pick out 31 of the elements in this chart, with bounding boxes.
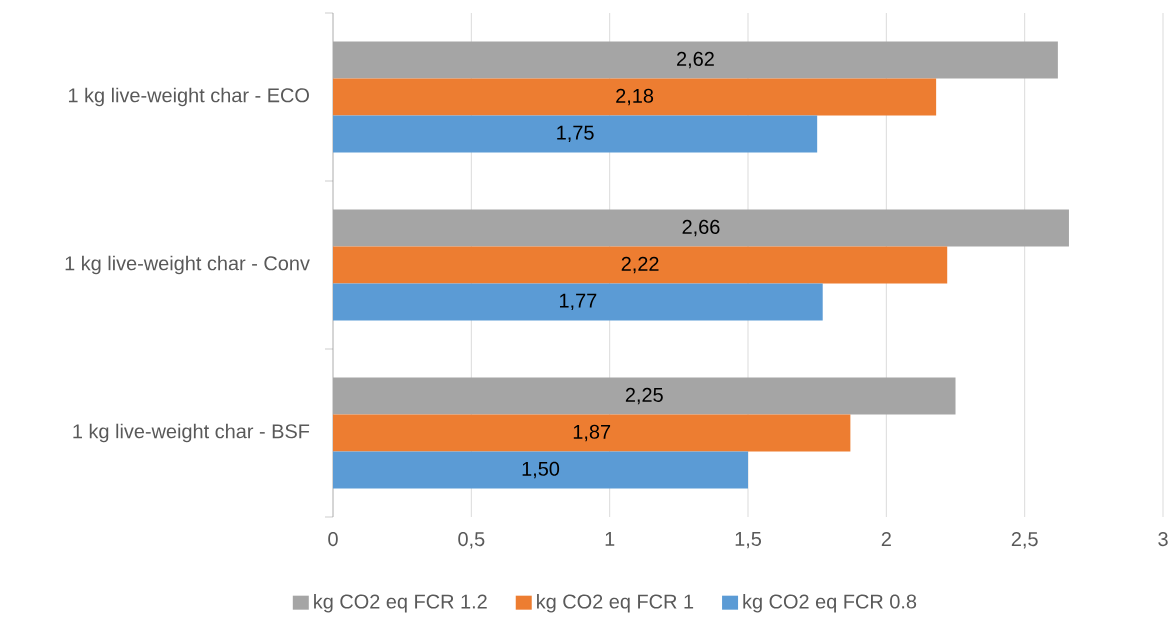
bar — [333, 78, 937, 116]
legend-label: kg CO2 eq FCR 0.8 — [743, 593, 917, 613]
x-tick-label: 1,5 — [735, 532, 762, 549]
data-label: 2,22 — [621, 256, 659, 274]
data-label: 2,66 — [682, 219, 720, 237]
bar — [333, 414, 851, 452]
bar — [333, 246, 948, 284]
bar — [333, 451, 749, 489]
bar — [333, 209, 1069, 247]
bar — [333, 283, 823, 321]
x-tick-label: 2,5 — [1011, 532, 1038, 549]
x-tick-label: 2 — [881, 532, 891, 546]
y-tick-label: 1 kg live-weight char - Conv — [65, 255, 310, 275]
y-tick-label: 1 kg live-weight char - BSF — [73, 423, 310, 443]
y-tick-label: 1 kg live-weight char - ECO — [68, 87, 309, 107]
legend-label: kg CO2 eq FCR 1 — [537, 593, 694, 613]
data-label: 2,18 — [616, 88, 654, 106]
legend-label: kg CO2 eq FCR 1.2 — [314, 593, 487, 613]
x-tick-label: 0 — [328, 532, 338, 547]
data-label: 1,87 — [573, 424, 611, 442]
data-label: 1,50 — [522, 461, 560, 479]
data-label: 2,25 — [625, 387, 663, 405]
bar — [333, 377, 956, 415]
bar — [333, 115, 818, 153]
x-tick-label: 3 — [1158, 532, 1168, 547]
data-label: 1,77 — [559, 293, 597, 311]
bar — [333, 41, 1058, 79]
x-tick-label: 0,5 — [458, 532, 485, 549]
x-tick-label: 1 — [605, 532, 615, 546]
data-label: 1,75 — [557, 125, 594, 143]
data-label: 2,62 — [677, 51, 714, 69]
